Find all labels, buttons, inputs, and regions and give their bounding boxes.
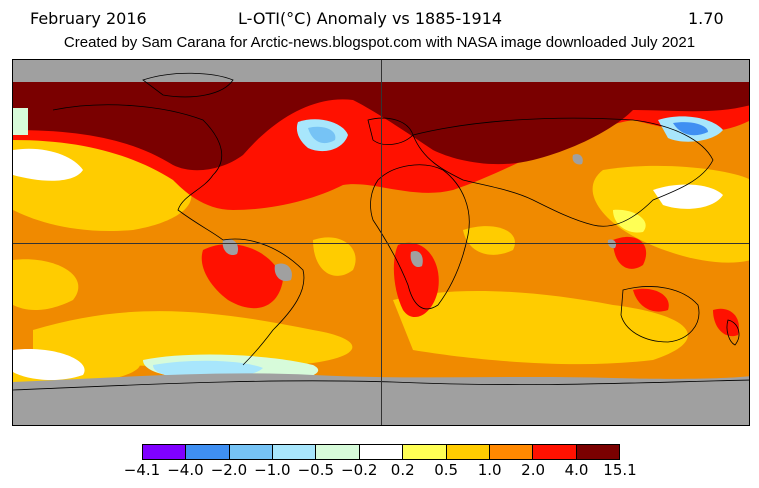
legend-swatch xyxy=(186,445,230,459)
legend-swatch xyxy=(273,445,317,459)
legend-label: −0.2 xyxy=(341,461,378,479)
legend-swatch xyxy=(576,445,619,459)
legend-swatch xyxy=(143,445,187,459)
legend-label: 0.2 xyxy=(390,461,415,479)
legend-labels: −4.1 −4.0 −2.0 −1.0 −0.5 −0.2 0.2 0.5 1.0 2.0 4.0 1… xyxy=(124,461,637,481)
global-mean-value: 1.70 xyxy=(688,9,724,28)
credit-line: Created by Sam Carana for Arctic-news.bl… xyxy=(63,34,696,51)
near-zero-regions xyxy=(13,148,723,383)
anomaly-map-svg xyxy=(13,60,749,425)
legend-label: 0.5 xyxy=(434,461,459,479)
gridlines xyxy=(13,60,749,425)
cold-regions xyxy=(13,108,723,152)
dark-red-regions xyxy=(13,82,749,171)
color-legend xyxy=(142,444,620,460)
legend-swatch xyxy=(533,445,577,459)
legend-label: −4.1 xyxy=(123,461,161,479)
legend-swatch xyxy=(446,445,490,459)
legend-swatch xyxy=(359,445,404,459)
legend-label: −0.5 xyxy=(297,461,335,479)
legend-label: −4.0 xyxy=(167,461,204,479)
legend-label: −2.0 xyxy=(210,461,248,479)
legend-swatch xyxy=(489,445,534,459)
map-title: L-OTI(°C) Anomaly vs 1885-1914 xyxy=(238,9,503,28)
legend-label: −1.0 xyxy=(254,461,291,479)
legend-label: 4.0 xyxy=(564,461,589,479)
legend-label: 15.1 xyxy=(603,461,637,479)
legend-swatch xyxy=(403,445,447,459)
anomaly-map xyxy=(12,59,750,426)
map-date: February 2016 xyxy=(30,9,147,28)
coastlines xyxy=(13,72,749,391)
legend-label: 1.0 xyxy=(477,461,502,479)
legend-label: 2.0 xyxy=(521,461,546,479)
legend-swatch xyxy=(229,445,274,459)
legend-swatch xyxy=(316,445,360,459)
